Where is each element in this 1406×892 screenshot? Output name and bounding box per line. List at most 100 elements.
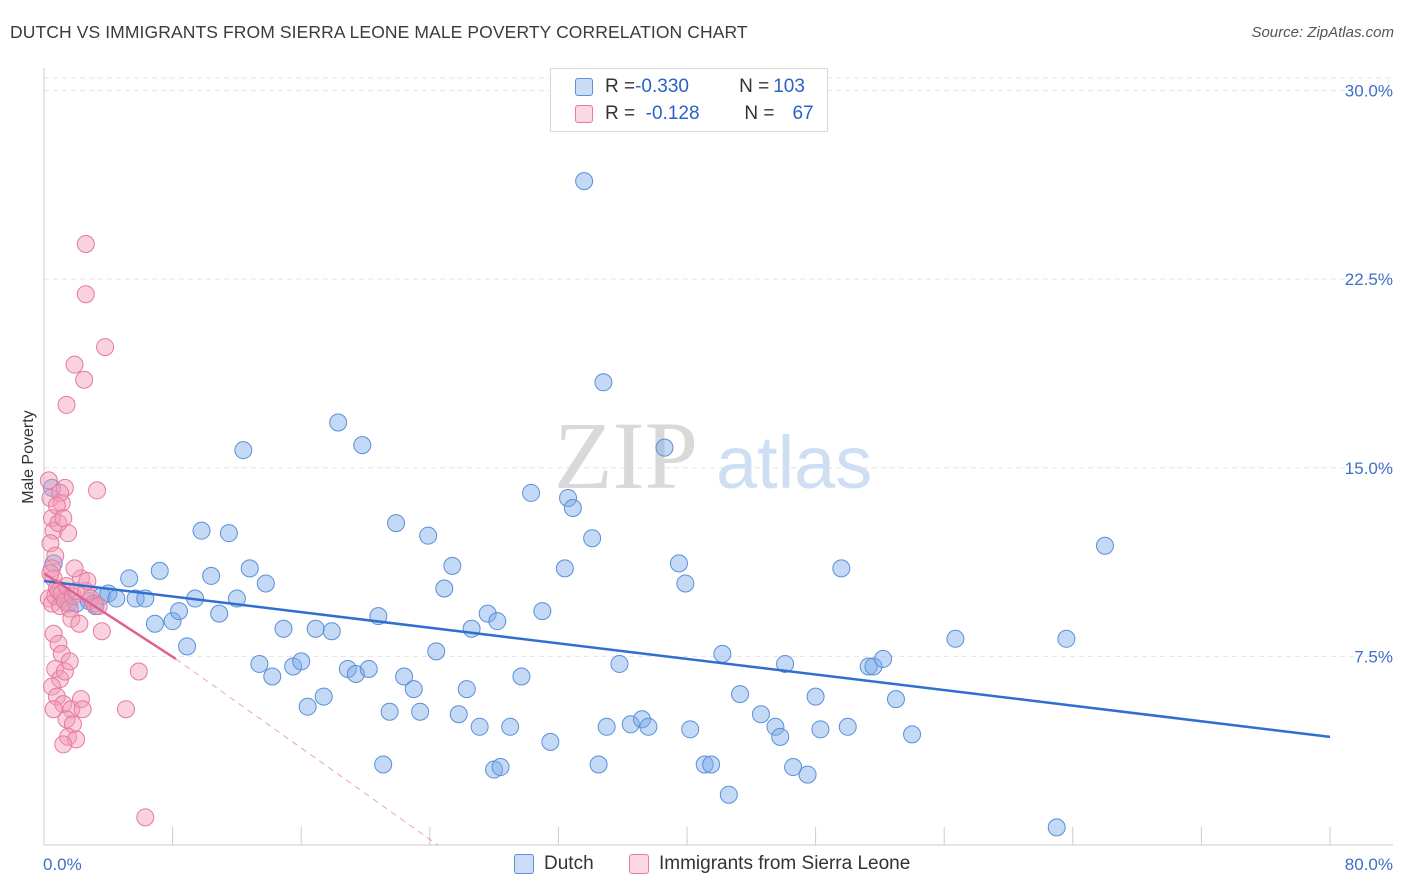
data-point-dutch — [314, 687, 333, 706]
y-tick-label: 22.5% — [1345, 270, 1393, 289]
data-point-dutch — [192, 521, 211, 540]
data-point-sierra-leone — [39, 471, 58, 490]
data-point-sierra-leone — [49, 514, 68, 533]
data-point-dutch — [322, 622, 341, 641]
data-point-dutch — [256, 574, 275, 593]
data-point-sierra-leone — [96, 338, 115, 357]
data-point-dutch — [702, 755, 721, 774]
data-point-dutch — [512, 667, 531, 686]
data-point-dutch — [170, 602, 189, 621]
series-dutch-points — [43, 172, 1114, 837]
x-tick-label: 80.0% — [1345, 855, 1393, 874]
data-point-dutch — [470, 717, 489, 736]
data-point-dutch — [859, 657, 878, 676]
data-point-sierra-leone — [75, 370, 94, 389]
legend-r-label: R = — [605, 76, 636, 97]
data-point-dutch — [563, 499, 582, 518]
legend-row-dutch: R = -0.330 N = 103 — [575, 75, 805, 99]
series-legend: Dutch Immigrants from Sierra Leone — [0, 853, 1406, 877]
data-point-dutch — [798, 765, 817, 784]
data-point-dutch — [395, 667, 414, 686]
data-point-sierra-leone — [49, 634, 68, 653]
data-point-dutch — [874, 649, 893, 668]
legend-n-label: N = — [744, 103, 775, 124]
legend-r-value: -0.330 — [635, 76, 689, 97]
x-tick-label: 0.0% — [43, 855, 82, 874]
trend-line-sierra-leone-extension — [175, 658, 439, 846]
data-point-sierra-leone — [136, 808, 155, 827]
data-point-dutch — [806, 687, 825, 706]
data-point-sierra-leone — [76, 285, 95, 304]
correlation-legend: R = -0.330 N = 103 R = -0.128 N = 67 — [550, 68, 828, 132]
data-point-sierra-leone — [65, 559, 84, 578]
legend-n-value: 103 — [773, 76, 805, 97]
data-point-dutch — [163, 612, 182, 631]
legend-label-sierra-leone: Immigrants from Sierra Leone — [659, 853, 911, 874]
legend-item-dutch[interactable]: Dutch — [514, 853, 594, 875]
data-point-dutch — [404, 680, 423, 699]
trend-line-sierra-leone — [43, 572, 177, 660]
data-point-dutch — [478, 604, 497, 623]
data-point-dutch — [776, 654, 795, 673]
data-point-sierra-leone — [54, 735, 73, 754]
data-point-dutch — [219, 524, 238, 543]
data-point-dutch — [784, 758, 803, 777]
tick-labels: 7.5% 15.0% 22.5% 30.0% 0.0% 80.0% — [43, 82, 1393, 874]
data-point-sierra-leone — [43, 677, 62, 696]
data-point-dutch — [676, 574, 695, 593]
data-point-dutch — [150, 561, 169, 580]
data-point-dutch — [374, 755, 393, 774]
legend-r-value: -0.128 — [640, 103, 700, 124]
data-point-dutch — [583, 529, 602, 548]
data-point-dutch — [145, 614, 164, 633]
data-point-sierra-leone — [76, 234, 95, 253]
legend-swatch-dutch — [514, 854, 534, 874]
data-point-sierra-leone — [55, 662, 74, 681]
data-point-dutch — [533, 602, 552, 621]
series-sierra-leone-points — [39, 234, 155, 827]
y-tick-label: 15.0% — [1345, 459, 1393, 478]
data-point-dutch — [811, 720, 830, 739]
watermark-atlas: atlas — [716, 421, 872, 504]
data-point-dutch — [419, 526, 438, 545]
data-point-dutch — [435, 579, 454, 598]
chart-title: DUTCH VS IMMIGRANTS FROM SIERRA LEONE MA… — [10, 22, 748, 42]
data-point-dutch — [449, 705, 468, 724]
data-point-dutch — [1057, 629, 1076, 648]
source-label: Source: ZipAtlas.com — [1251, 24, 1394, 41]
legend-n-label: N = — [739, 76, 770, 97]
data-point-dutch — [380, 702, 399, 721]
data-point-dutch — [522, 483, 541, 502]
data-point-sierra-leone — [73, 700, 92, 719]
data-point-dutch — [274, 619, 293, 638]
data-point-sierra-leone — [92, 622, 111, 641]
data-point-sierra-leone — [65, 355, 84, 374]
legend-swatch-sierra-leone — [575, 105, 593, 123]
data-point-sierra-leone — [55, 478, 74, 497]
data-point-sierra-leone — [44, 700, 63, 719]
data-point-dutch — [120, 569, 139, 588]
data-point-dutch — [695, 755, 714, 774]
data-point-dutch — [632, 710, 651, 729]
data-point-sierra-leone — [54, 509, 73, 528]
data-point-dutch — [263, 667, 282, 686]
data-point-dutch — [766, 717, 785, 736]
data-point-dutch — [751, 705, 770, 724]
data-point-dutch — [107, 589, 126, 608]
data-point-dutch — [655, 438, 674, 457]
data-point-dutch — [639, 717, 658, 736]
data-point-dutch — [387, 514, 406, 533]
data-point-dutch — [559, 488, 578, 507]
data-point-dutch — [838, 717, 857, 736]
trend-line-dutch — [43, 579, 1331, 739]
data-point-dutch — [594, 373, 613, 392]
data-point-dutch — [610, 654, 629, 673]
y-tick-label: 7.5% — [1354, 647, 1393, 666]
data-point-sierra-leone — [129, 662, 148, 681]
data-point-dutch — [669, 554, 688, 573]
legend-item-sierra-leone[interactable]: Immigrants from Sierra Leone — [629, 853, 910, 875]
data-point-dutch — [491, 758, 510, 777]
data-point-dutch — [457, 680, 476, 699]
data-point-dutch — [126, 589, 145, 608]
data-point-dutch — [240, 559, 259, 578]
